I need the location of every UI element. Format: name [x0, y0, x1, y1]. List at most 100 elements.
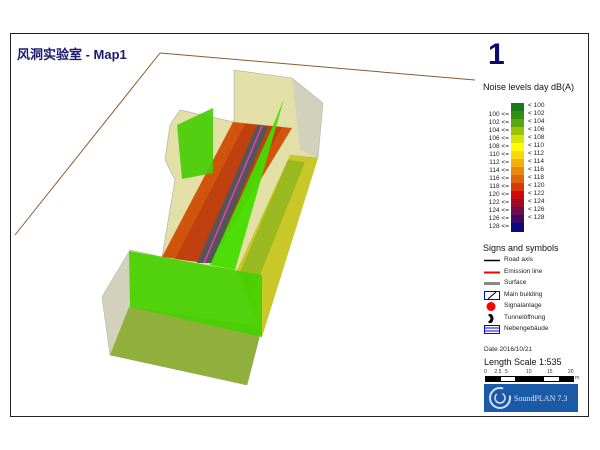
legend-swatch [511, 199, 524, 208]
date-label: Date 2016/10/21 [484, 346, 533, 353]
legend-low: 122 <= [488, 199, 509, 206]
map-number: 1 [488, 38, 505, 71]
legend-row: 114 <= < 116 [470, 166, 570, 176]
legend-title: Noise levels day dB(A) [483, 82, 575, 92]
scale-tick: 10 [526, 369, 532, 375]
ground-edge-top [159, 52, 476, 81]
legend-high: < 102 [528, 110, 545, 117]
legend-swatch [511, 159, 524, 168]
legend-swatch [511, 223, 524, 232]
legend-high: < 100 [528, 102, 545, 109]
legend-high: < 126 [528, 206, 545, 213]
legend-low: 116 <= [489, 175, 509, 182]
right-ground-inner [240, 160, 305, 300]
legend-low: 104 <= [488, 127, 509, 134]
scale-unit: m [575, 375, 580, 381]
scale-tick: 5 [505, 369, 508, 375]
legend-swatch [511, 103, 524, 112]
legend-low: 120 <= [488, 191, 509, 198]
building-left-gray [102, 250, 130, 355]
legend-swatch [511, 135, 524, 144]
legend-high: < 116 [528, 166, 544, 173]
legend-row: 126 <= < 128 [470, 214, 570, 224]
ground-edge-left [14, 52, 161, 236]
legend-row: 108 <= < 110 [470, 142, 570, 152]
red-dot-icon [484, 302, 500, 311]
black-line-icon [484, 256, 500, 265]
tower-noise-wall [177, 108, 213, 179]
soundplan-logo: SoundPLAN 7.3 [484, 384, 578, 412]
legend-swatch [511, 151, 524, 160]
symbol-label: Nebengebäude [504, 325, 549, 332]
legend-row: 122 <= < 124 [470, 198, 570, 208]
legend-low: 110 <= [489, 151, 509, 158]
scale-bar [485, 376, 574, 382]
scale-tick: 15 [547, 369, 553, 375]
legend-low: 102 <= [488, 119, 509, 126]
symbol-label: Main building [504, 290, 543, 298]
legend-row: 120 <= < 122 [470, 190, 570, 200]
right-noise-wall [210, 99, 284, 270]
legend-high: < 118 [528, 174, 544, 181]
legend-swatch [511, 143, 524, 152]
building-side-gray [292, 78, 323, 158]
swirl-icon [489, 387, 511, 409]
logo-text: SoundPLAN 7.3 [514, 394, 568, 403]
secondary-building-icon [484, 325, 500, 334]
tunnel-icon [484, 312, 500, 324]
legend-low: 106 <= [488, 135, 509, 142]
legend-swatch [511, 175, 524, 184]
emission-line [203, 125, 263, 264]
legend-row: < 100 [470, 102, 570, 112]
legend-row: 128 <= [470, 223, 570, 232]
legend-swatch [511, 207, 524, 216]
legend-swatch [511, 167, 524, 176]
symbol-label: Tunnelöffnung [504, 313, 546, 321]
legend-high: < 112 [528, 150, 544, 157]
legend-low: 112 <= [489, 159, 509, 166]
legend-row: 100 <= < 102 [470, 110, 570, 120]
legend-row: 124 <= < 126 [470, 206, 570, 216]
legend-row: 110 <= < 112 [470, 150, 570, 160]
legend-high: < 122 [528, 190, 545, 197]
length-scale-label: Length Scale 1:535 [484, 357, 562, 367]
legend-low: 114 <= [489, 167, 509, 174]
legend-row: 112 <= < 114 [470, 158, 570, 168]
building-icon [484, 290, 500, 300]
legend-swatch [511, 191, 524, 200]
legend-swatch [511, 111, 524, 120]
symbol-label: Road axis [504, 256, 533, 263]
legend-high: < 120 [528, 182, 545, 189]
legend-high: < 106 [528, 126, 545, 133]
red-line-icon [484, 268, 500, 277]
scale-tick: 20 [568, 369, 574, 375]
legend-high: < 110 [528, 142, 544, 149]
legend-low: 126 <= [488, 215, 509, 222]
scale-ticks: 0 2.5 5 10 15 20 m [484, 369, 584, 381]
gray-bar-icon [484, 279, 500, 288]
legend-row: 102 <= < 104 [470, 118, 570, 128]
legend-high: < 114 [528, 158, 544, 165]
legend-high: < 124 [528, 198, 545, 205]
legend-swatch [511, 119, 524, 128]
legend-row: 104 <= < 106 [470, 126, 570, 136]
front-noise-wall [129, 251, 262, 337]
legend-low: 108 <= [488, 143, 509, 150]
legend-swatch [511, 215, 524, 224]
legend-row: 106 <= < 108 [470, 134, 570, 144]
legend-high: < 108 [528, 134, 545, 141]
legend-low: 128 <= [488, 223, 509, 230]
legend-high: < 104 [528, 118, 545, 125]
legend-low: 124 <= [488, 207, 509, 214]
legend-row: 116 <= < 118 [470, 174, 570, 184]
symbols-title: Signs and symbols [483, 243, 559, 253]
map-frame [10, 33, 589, 417]
legend-swatch [511, 183, 524, 192]
symbol-label: Signalanlage [504, 302, 542, 309]
legend-low: 118 <= [489, 183, 509, 190]
map-title: 风洞实验室 - Map1 [17, 47, 127, 62]
symbol-label: Surface [504, 279, 527, 286]
legend-row: 118 <= < 120 [470, 182, 570, 192]
scale-tick: 2.5 [494, 369, 502, 375]
